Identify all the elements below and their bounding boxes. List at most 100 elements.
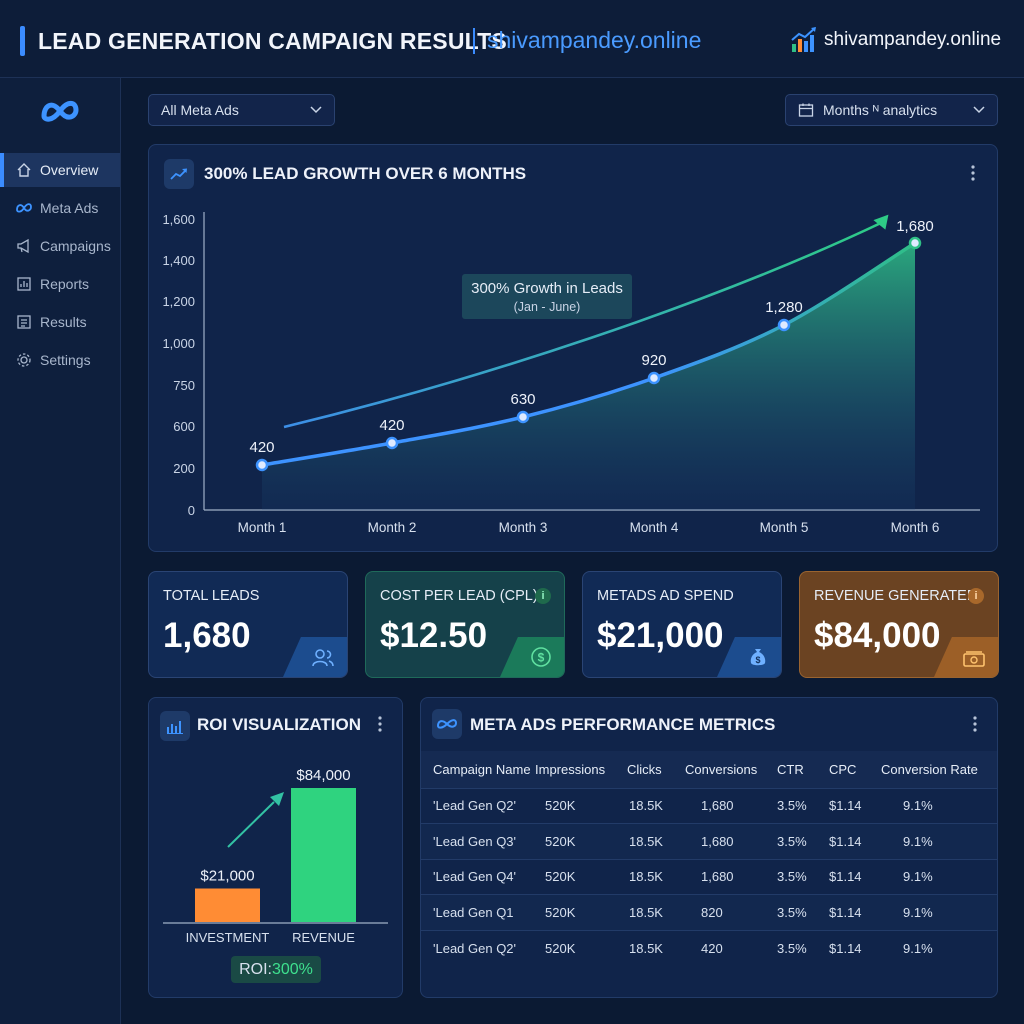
table-row[interactable]: 'Lead Gen Q1 520K 18.5K 820 3.5% $1.14 9.1% [421, 894, 997, 931]
kebab-menu-icon[interactable] [972, 715, 978, 733]
users-icon [312, 649, 334, 667]
sidebar: Overview Meta Ads Campaigns Reports Resu… [0, 78, 121, 1024]
roi-panel: ROI VISUALIZATION ROI: 300% [148, 697, 403, 998]
y-tick-label: 750 [173, 378, 195, 393]
sidebar-item-settings[interactable]: Settings [0, 343, 120, 377]
column-header[interactable]: Campaign Name [421, 751, 535, 788]
period-filter-value: Months ᴺ analytics [823, 102, 938, 118]
brand-logo[interactable]: shivampandey.online [790, 22, 1001, 58]
kebab-menu-icon[interactable] [377, 715, 383, 733]
y-tick-label: 1,400 [162, 253, 195, 268]
roi-category-label: INVESTMENT [186, 930, 270, 945]
sidebar-item-overview[interactable]: Overview [0, 153, 120, 187]
x-tick-label: Month 2 [368, 520, 417, 535]
kpi-label: TOTAL LEADS [163, 588, 260, 604]
x-tick-label: Month 6 [891, 520, 940, 535]
table-cell: 'Lead Gen Q2' [421, 929, 535, 966]
kebab-menu-icon[interactable] [970, 164, 976, 182]
kpi-card-total-leads: TOTAL LEADS 1,680 [148, 571, 348, 678]
data-point [516, 410, 530, 424]
megaphone-icon [17, 238, 29, 254]
gear-icon [17, 353, 31, 367]
sidebar-item-label: Campaigns [40, 238, 111, 254]
results-icon [17, 315, 31, 329]
table-cell: 9.1% [881, 929, 997, 966]
table-row[interactable]: 'Lead Gen Q2' 520K 18.5K 1,680 3.5% $1.14 9.1% [421, 787, 997, 824]
table-cell: 3.5% [777, 858, 829, 895]
x-tick-label: Month 3 [499, 520, 548, 535]
data-point [385, 436, 399, 450]
sidebar-item-results[interactable]: Results [0, 305, 120, 339]
ads-filter-value: All Meta Ads [161, 102, 239, 118]
y-tick-label: 200 [173, 461, 195, 476]
info-icon[interactable]: i [535, 588, 551, 604]
data-label: 1,280 [765, 299, 803, 316]
table-row[interactable]: 'Lead Gen Q4' 520K 18.5K 1,680 3.5% $1.14 9.1% [421, 858, 997, 895]
table-cell: 18.5K [627, 787, 685, 824]
sidebar-item-label: Settings [40, 352, 91, 368]
chevron-down-icon [310, 106, 322, 114]
growth-chart-icon [791, 27, 816, 52]
sidebar-item-campaigns[interactable]: Campaigns [0, 229, 120, 263]
money-bag-icon: $ [750, 649, 766, 666]
lead-growth-chart: 0 200 600 750 1,000 1,200 1,400 1,600 Month 1 Mon… [162, 212, 980, 535]
column-header[interactable]: Clicks [627, 751, 685, 788]
metrics-title: META ADS PERFORMANCE METRICS [470, 715, 776, 734]
y-tick-label: 1,000 [162, 336, 195, 351]
table-cell: 520K [535, 858, 627, 895]
column-header[interactable]: CPC [829, 751, 881, 788]
column-header[interactable]: Impressions [535, 751, 627, 788]
roi-arrow-head [270, 792, 284, 806]
sidebar-item-meta-ads[interactable]: Meta Ads [0, 191, 120, 225]
period-filter-select[interactable]: Months ᴺ analytics [785, 94, 998, 126]
kpi-value: $12.50 [380, 616, 488, 655]
growth-annotation-text: 300% Growth in Leads [471, 280, 623, 297]
chevron-down-icon [973, 106, 985, 114]
data-point [647, 371, 661, 385]
sidebar-item-reports[interactable]: Reports [0, 267, 120, 301]
table-row[interactable]: 'Lead Gen Q3' 520K 18.5K 1,680 3.5% $1.14 9.1% [421, 823, 997, 860]
roi-chart: $21,000 INVESTMENT $84,000 REVENUE [163, 767, 388, 945]
table-cell: 3.5% [777, 929, 829, 966]
table-cell: $1.14 [829, 823, 881, 860]
table-cell: 1,680 [685, 858, 777, 895]
y-tick-label: 600 [173, 419, 195, 434]
table-cell: 9.1% [881, 858, 997, 895]
lead-growth-title: 300% LEAD GROWTH OVER 6 MONTHS [204, 164, 527, 183]
sidebar-item-label: Results [40, 314, 87, 330]
table-cell: 520K [535, 894, 627, 931]
table-row[interactable]: 'Lead Gen Q2' 520K 18.5K 420 3.5% $1.14 9.1% [421, 929, 997, 966]
table-cell: 820 [685, 894, 777, 931]
svg-text:$: $ [538, 651, 545, 665]
data-label: 420 [379, 417, 404, 434]
growth-annotation-subtext: (Jan - June) [514, 300, 581, 314]
table-cell: $1.14 [829, 858, 881, 895]
column-header[interactable]: Conversions [685, 751, 777, 788]
sidebar-item-label: Overview [40, 162, 99, 178]
roi-bar [195, 888, 260, 922]
roi-title: ROI VISUALIZATION [197, 715, 362, 734]
table-cell: $1.14 [829, 787, 881, 824]
brand-name: shivampandey.online [824, 29, 1002, 50]
table-cell: 'Lead Gen Q4' [421, 858, 535, 895]
column-header[interactable]: CTR [777, 751, 829, 788]
table-cell: 'Lead Gen Q1 [421, 894, 535, 931]
table-cell: 18.5K [627, 858, 685, 895]
table-cell: 3.5% [777, 823, 829, 860]
table-cell: $1.14 [829, 929, 881, 966]
roi-bar-label: $84,000 [296, 767, 350, 784]
column-header[interactable]: Conversion Rate [881, 751, 997, 788]
svg-text:$: $ [755, 655, 760, 665]
y-tick-label: 1,200 [162, 294, 195, 309]
roi-bar-label: $21,000 [200, 868, 254, 885]
header-accent-bar [20, 26, 25, 56]
table-cell: $1.14 [829, 894, 881, 931]
info-icon[interactable]: i [968, 588, 984, 604]
kpi-value: $84,000 [814, 616, 941, 655]
table-cell: 1,680 [685, 787, 777, 824]
data-point [777, 318, 791, 332]
table-cell: 18.5K [627, 823, 685, 860]
ads-filter-select[interactable]: All Meta Ads [148, 94, 335, 126]
calendar-icon [798, 103, 814, 117]
x-tick-label: Month 1 [238, 520, 287, 535]
